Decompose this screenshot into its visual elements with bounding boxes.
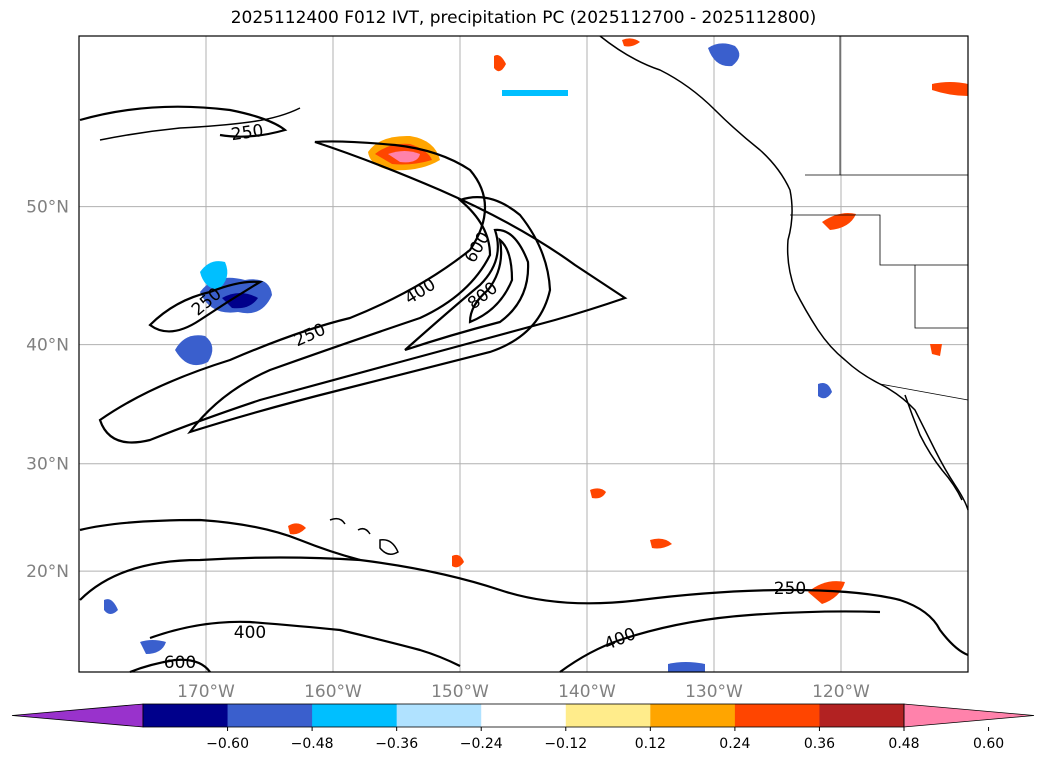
colorbar-segment xyxy=(227,704,313,727)
longitude-tick-label: 130°W xyxy=(685,682,743,702)
colorbar-tick-label: 0.24 xyxy=(719,736,750,752)
colorbar-tick-label: 0.12 xyxy=(635,736,666,752)
contour-label-400-southeast: 400 xyxy=(601,624,639,655)
precip-blob-pos-c xyxy=(590,488,606,499)
colorbar-segment xyxy=(819,704,905,727)
mexico-border xyxy=(879,383,969,401)
ivt-contour-400-south xyxy=(149,620,461,667)
colorbar-tick-label: 0.60 xyxy=(973,736,1004,752)
precip-blob-pos-d xyxy=(650,538,672,549)
longitude-tick-label: 160°W xyxy=(304,682,362,702)
ivt-contour-250-main xyxy=(98,140,628,444)
california-nevada-border xyxy=(914,265,968,329)
colorbar-tick-label: −0.24 xyxy=(460,736,503,752)
latitude-tick-label: 30°N xyxy=(26,455,69,475)
colorbar-tick-label: −0.48 xyxy=(291,736,334,752)
contour-label-400: 400 xyxy=(401,275,439,309)
precip-blob-pos-b xyxy=(930,344,942,356)
ivt-contour-south-lower xyxy=(79,518,361,562)
ivt-contour-400-south-east xyxy=(559,610,881,673)
longitude-tick-label: 150°W xyxy=(431,682,489,702)
latitude-tick-label: 20°N xyxy=(26,562,69,582)
colorbar-extend-min xyxy=(11,703,144,728)
graticule xyxy=(79,36,968,672)
colorbar-tick-label: −0.36 xyxy=(375,736,418,752)
ivt-contour-250-west xyxy=(148,280,264,333)
precip-blob-pos-k xyxy=(494,55,506,72)
colorbar-tick-label: −0.12 xyxy=(544,736,587,752)
ivt-contour-400 xyxy=(187,196,552,435)
contour-label-250-north: 250 xyxy=(230,121,265,145)
colorbar-segment xyxy=(565,704,651,727)
oregon-washington-border xyxy=(790,214,968,266)
longitude-tick-label: 140°W xyxy=(558,682,616,702)
longitude-tick-label: 170°W xyxy=(177,682,235,702)
precip-blob-pos-f xyxy=(452,554,464,568)
colorbar-segment xyxy=(312,704,398,727)
colorbar-extend-max xyxy=(903,703,1035,728)
colorbar-tick-label: 0.36 xyxy=(804,736,835,752)
aleutian-islands xyxy=(99,107,301,141)
colorbar-segment xyxy=(650,704,736,727)
latitude-tick-labels: 50°N 40°N 30°N 20°N xyxy=(26,198,69,583)
map-frame xyxy=(78,35,969,673)
latitude-tick-label: 40°N xyxy=(26,336,69,356)
hawaii-islands xyxy=(329,517,399,555)
precip-blob-hawaii-east xyxy=(808,581,845,604)
precip-blob-neg-g xyxy=(818,383,832,399)
longitude-tick-labels: 170°W 160°W 150°W 140°W 130°W 120°W xyxy=(177,682,870,702)
precip-blob-gulf-peak xyxy=(388,151,420,163)
longitude-tick-label: 120°W xyxy=(812,682,870,702)
baja-coastline xyxy=(904,394,963,501)
precip-blob-negative-2 xyxy=(175,335,213,366)
ivt-contours xyxy=(79,105,969,674)
precip-blob-pos-l xyxy=(932,82,968,96)
map-title: 2025112400 F012 IVT, precipitation PC (2… xyxy=(230,8,817,28)
political-borders xyxy=(790,36,969,401)
ivt-contour-250-south xyxy=(79,556,969,657)
colorbar: −0.60 −0.48 −0.36 −0.24 −0.12 0.12 0.24 0.36 0.4… xyxy=(11,703,1035,752)
colorbar-segment xyxy=(396,704,482,727)
precip-blob-central-negative-core xyxy=(222,293,258,309)
north-america-coastline xyxy=(599,35,969,511)
precip-blob-south-1 xyxy=(668,662,705,672)
precip-blob-southwest xyxy=(140,640,166,654)
colorbar-segment xyxy=(734,704,820,727)
colorbar-segment xyxy=(143,704,229,727)
ivt-contour-800 xyxy=(468,237,514,324)
precip-blob-pos-a xyxy=(822,213,856,230)
precip-blob-negative-3 xyxy=(200,261,228,290)
coastlines xyxy=(99,35,969,555)
ivt-contour-250-north xyxy=(79,105,288,138)
precip-blob-pos-e xyxy=(288,523,306,535)
precip-blob-neg-i xyxy=(502,90,568,96)
precip-blob-bc-negative xyxy=(708,43,740,67)
colorbar-tick-label: 0.48 xyxy=(888,736,919,752)
colorbar-outline xyxy=(142,703,905,728)
contour-label-400-southwest: 400 xyxy=(234,623,266,643)
ivt-contour-600-south xyxy=(129,658,211,674)
contour-label-250-south: 250 xyxy=(774,579,806,599)
colorbar-segment xyxy=(481,704,567,727)
precip-blob-pos-j xyxy=(622,38,640,47)
colorbar-tick-label: −0.60 xyxy=(206,736,249,752)
precip-blob-neg-h xyxy=(104,599,118,614)
ivt-contour-600 xyxy=(404,228,530,352)
latitude-tick-label: 50°N xyxy=(26,198,69,218)
contour-label-600-south: 600 xyxy=(164,653,196,673)
